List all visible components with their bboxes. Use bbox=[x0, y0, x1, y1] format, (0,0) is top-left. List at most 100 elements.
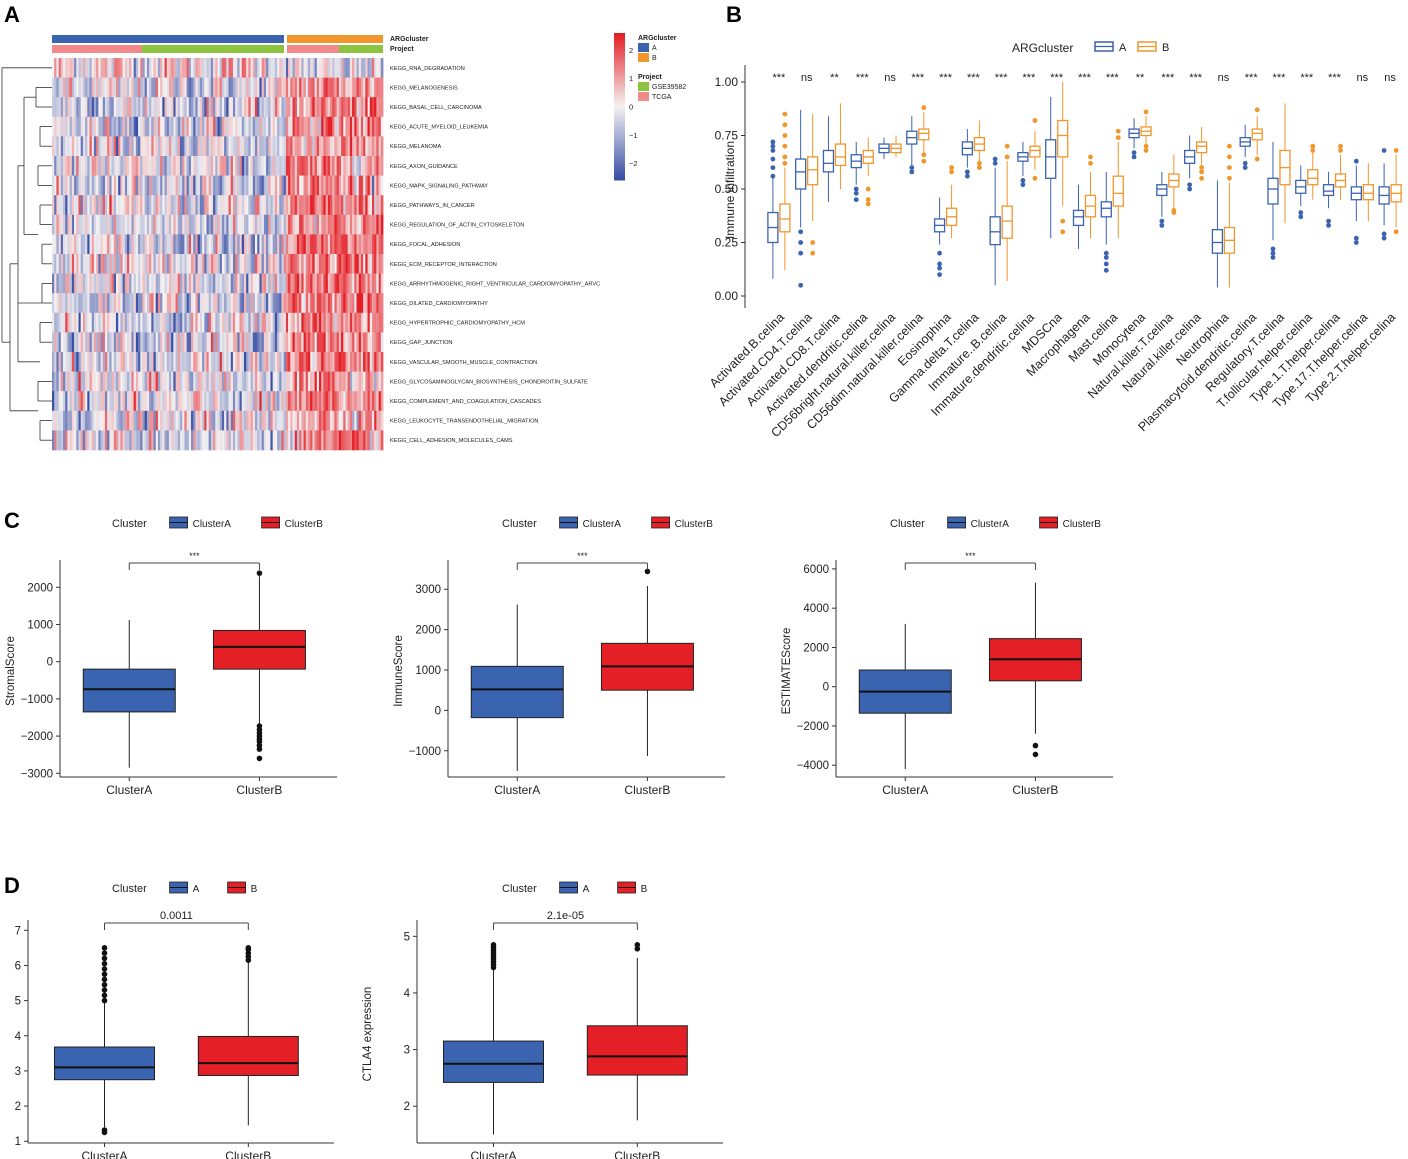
heatmap-cell bbox=[266, 254, 269, 274]
heatmap-cell bbox=[257, 391, 260, 412]
heatmap-cell bbox=[208, 352, 212, 372]
heatmap-cell bbox=[360, 97, 364, 118]
y-tick-label: 1000 bbox=[415, 665, 441, 677]
heatmap-cell bbox=[283, 391, 287, 412]
heatmap-cell bbox=[82, 371, 86, 392]
heatmap-cell bbox=[104, 312, 108, 333]
heatmap-cell bbox=[334, 312, 338, 333]
heatmap-cell bbox=[217, 175, 221, 196]
heatmap-cell bbox=[186, 293, 190, 314]
heatmap-cell bbox=[182, 293, 185, 314]
heatmap-cell bbox=[345, 293, 349, 314]
heatmap-cell bbox=[149, 156, 152, 176]
heatmap-cell bbox=[380, 195, 384, 216]
heatmap-cell bbox=[100, 273, 104, 294]
heatmap-cell bbox=[142, 352, 146, 372]
heatmap-cell bbox=[151, 410, 154, 431]
heatmap-cell bbox=[380, 352, 384, 372]
heatmap-cell bbox=[171, 77, 174, 98]
color-scale-step bbox=[614, 45, 625, 49]
heatmap-cell bbox=[54, 293, 57, 314]
heatmap-cell bbox=[142, 97, 146, 118]
heatmap-cell bbox=[285, 352, 289, 372]
heatmap-cell bbox=[303, 293, 307, 314]
heatmap-cell bbox=[58, 97, 62, 118]
heatmap-cell bbox=[197, 156, 201, 176]
heatmap-cell bbox=[224, 312, 227, 333]
heatmap-cell bbox=[151, 254, 154, 274]
heatmap-cell bbox=[349, 391, 353, 412]
heatmap-cell bbox=[347, 352, 351, 372]
heatmap-cell bbox=[98, 254, 101, 274]
y-tick-label: 1.00 bbox=[715, 75, 739, 89]
heatmap-cell bbox=[327, 312, 331, 333]
heatmap-cell bbox=[107, 175, 110, 196]
heatmap-cell bbox=[239, 214, 243, 235]
heatmap-cell bbox=[369, 234, 373, 255]
heatmap-cell bbox=[376, 352, 379, 372]
heatmap-cell bbox=[303, 136, 307, 157]
heatmap-cell bbox=[78, 332, 82, 353]
heatmap-cell bbox=[122, 371, 126, 392]
heatmap-cell bbox=[188, 97, 192, 118]
heatmap-cell bbox=[376, 195, 379, 216]
heatmap-cell bbox=[299, 156, 302, 176]
heatmap-cell bbox=[129, 312, 132, 333]
heatmap-cell bbox=[303, 332, 307, 353]
heatmap-cell bbox=[352, 273, 355, 294]
outlier-point bbox=[949, 169, 954, 175]
heatmap-cell bbox=[232, 391, 236, 412]
heatmap-cell bbox=[243, 254, 247, 274]
heatmap-cell bbox=[279, 175, 282, 196]
heatmap-cell bbox=[91, 58, 95, 78]
heatmap-cell bbox=[184, 391, 188, 412]
heatmap-cell bbox=[155, 58, 159, 78]
heatmap-cell bbox=[58, 352, 62, 372]
heatmap-cell bbox=[219, 352, 223, 372]
heatmap-cell bbox=[142, 214, 146, 235]
heatmap-cell bbox=[87, 97, 90, 118]
heatmap-cell bbox=[371, 175, 375, 196]
heatmap-cell bbox=[363, 254, 366, 274]
heatmap-cell bbox=[202, 156, 205, 176]
heatmap-row-label: KEGG_MAPK_SIGNALING_PATHWAY bbox=[390, 183, 488, 189]
heatmap-cell bbox=[109, 254, 112, 274]
heatmap-cell bbox=[285, 254, 289, 274]
heatmap-cell bbox=[102, 77, 106, 98]
heatmap-cell bbox=[171, 352, 174, 372]
heatmap-cell bbox=[85, 332, 88, 353]
heatmap-cell bbox=[290, 371, 293, 392]
heatmap-cell bbox=[263, 214, 267, 235]
heatmap-cell bbox=[60, 156, 64, 176]
outlier-point bbox=[101, 955, 108, 962]
heatmap-cell bbox=[204, 116, 207, 137]
heatmap-cell bbox=[235, 391, 238, 412]
heatmap-cell bbox=[277, 214, 280, 235]
significance-label: *** bbox=[577, 551, 588, 561]
heatmap-cell bbox=[307, 430, 311, 451]
heatmap-cell bbox=[184, 273, 188, 294]
box bbox=[779, 203, 791, 233]
heatmap-cell bbox=[118, 273, 121, 294]
heatmap-cell bbox=[288, 332, 291, 353]
color-scale-step bbox=[614, 157, 625, 161]
heatmap-cell bbox=[146, 430, 150, 451]
significance-label: *** bbox=[1161, 72, 1175, 84]
heatmap-cell bbox=[191, 116, 194, 137]
heatmap-cell bbox=[87, 430, 90, 451]
heatmap-cell bbox=[261, 234, 265, 255]
y-tick-label: 3000 bbox=[415, 584, 441, 596]
heatmap-cell bbox=[144, 234, 148, 255]
heatmap-cell bbox=[186, 136, 190, 157]
outlier-point bbox=[1103, 261, 1109, 267]
heatmap-cell bbox=[131, 195, 135, 216]
heatmap-cell bbox=[206, 195, 210, 216]
heatmap-cell bbox=[288, 254, 291, 274]
heatmap-cell bbox=[327, 58, 331, 78]
heatmap-cell bbox=[115, 430, 119, 451]
heatmap-cell bbox=[168, 371, 172, 392]
heatmap-cell bbox=[78, 352, 82, 372]
heatmap-cell bbox=[85, 410, 88, 431]
heatmap-cell bbox=[56, 391, 60, 412]
heatmap-cell bbox=[274, 136, 278, 157]
